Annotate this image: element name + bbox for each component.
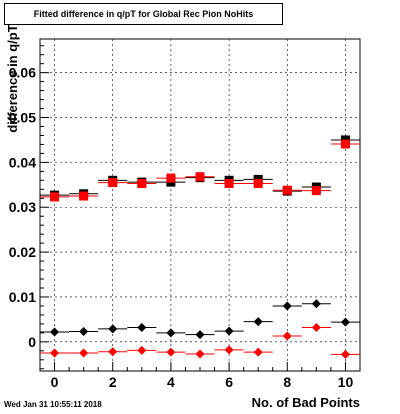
diamond-point xyxy=(166,347,176,357)
grid-layer xyxy=(40,39,360,371)
square-point xyxy=(108,178,118,188)
diamond-point xyxy=(50,348,60,358)
diamond-point xyxy=(108,347,118,357)
square-point xyxy=(137,178,147,188)
diamond-point xyxy=(253,347,263,357)
plot-frame xyxy=(39,38,361,372)
data-marks xyxy=(40,135,360,359)
y-tick-label: 0.05 xyxy=(9,110,36,126)
square-point xyxy=(340,139,350,149)
diamond-point xyxy=(224,345,234,355)
diamond-point xyxy=(50,327,60,337)
square-point xyxy=(79,191,89,201)
y-tick-label: 0.06 xyxy=(9,65,36,81)
y-tick-label: 0.03 xyxy=(9,199,36,215)
x-tick-label: 4 xyxy=(167,374,175,390)
diamond-point xyxy=(137,322,147,332)
diamond-point xyxy=(166,328,176,338)
diamond-point xyxy=(224,326,234,336)
diamond-point xyxy=(311,322,321,332)
timestamp: Wed Jan 31 10:55:11 2018 xyxy=(4,400,102,409)
square-point xyxy=(253,178,263,188)
y-tick-label: 0.04 xyxy=(9,154,36,170)
x-tick-label: 8 xyxy=(283,374,291,390)
diamond-point xyxy=(311,299,321,309)
square-point xyxy=(311,186,321,196)
chart-title: Fitted difference in q/pT for Global Rec… xyxy=(4,3,283,25)
diamond-point xyxy=(79,327,89,337)
y-tick-label: 0.01 xyxy=(9,289,36,305)
x-tick-label: 10 xyxy=(338,374,354,390)
square-point xyxy=(195,172,205,182)
axis-ticks: 0 2 4 6 8 10 0 0.01 0.02 0.03 0.04 0.05 0.06 xyxy=(9,45,361,390)
diamond-point xyxy=(195,349,205,359)
x-tick-label: 0 xyxy=(51,374,59,390)
square-point xyxy=(224,178,234,188)
diamond-point xyxy=(282,301,292,311)
diamond-point xyxy=(340,349,350,359)
diamond-point xyxy=(253,317,263,327)
square-point xyxy=(166,173,176,183)
square-point xyxy=(282,185,292,195)
x-tick-label: 2 xyxy=(109,374,117,390)
diamond-point xyxy=(195,330,205,340)
y-tick-label: 0.02 xyxy=(9,244,36,260)
x-tick-label: 6 xyxy=(225,374,233,390)
diamond-point xyxy=(340,317,350,327)
diamond-point xyxy=(137,345,147,355)
diamond-point xyxy=(108,324,118,334)
y-tick-label: 0 xyxy=(28,334,36,350)
x-axis-label: No. of Bad Points xyxy=(251,395,360,410)
diamond-point xyxy=(282,331,292,341)
diamond-point xyxy=(79,348,89,358)
square-point xyxy=(50,192,60,202)
